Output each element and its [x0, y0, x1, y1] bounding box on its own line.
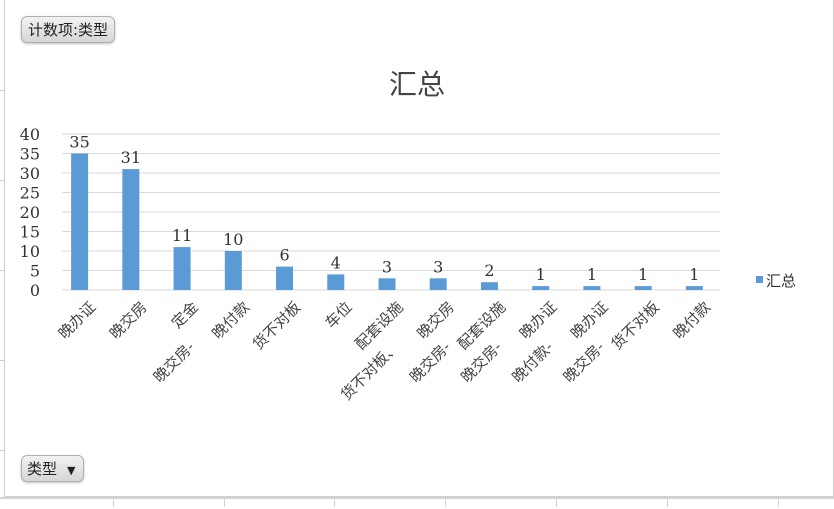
column-line: [334, 499, 335, 507]
dropdown-arrow-icon[interactable]: ▼: [67, 464, 76, 477]
y-tick-label: 5: [30, 262, 40, 281]
x-tick-label: 晚交房-: [150, 338, 198, 386]
bar: [327, 274, 345, 290]
y-tick-label: 15: [20, 223, 40, 242]
x-tick-label: 货不对板: [608, 298, 663, 353]
x-tick-label: 晚交房-: [560, 338, 608, 386]
bar: [583, 286, 601, 290]
row-tick: [0, 360, 4, 361]
bar: [173, 247, 191, 290]
bar: [378, 278, 396, 290]
y-tick-label: 40: [20, 125, 40, 144]
data-label: 6: [279, 246, 289, 265]
y-tick-label: 10: [20, 242, 40, 261]
legend-label: 汇总: [766, 272, 796, 290]
data-label: 1: [536, 265, 546, 284]
data-label: 35: [69, 133, 89, 152]
column-line: [224, 499, 225, 507]
column-line: [778, 499, 779, 507]
column-line: [445, 499, 446, 507]
x-tick-label: 晚办证: [567, 298, 612, 343]
bar: [634, 286, 652, 290]
bar: [276, 266, 294, 290]
data-label: 2: [484, 261, 494, 280]
x-tick-label: 货不对板、: [337, 338, 403, 404]
data-label: 1: [689, 265, 699, 284]
x-tick-label: 晚付款-: [509, 338, 557, 386]
data-label: 31: [121, 148, 141, 167]
x-tick-label: 晚交房-: [406, 338, 454, 386]
x-tick-label: 车位: [322, 298, 356, 332]
axis-field-button[interactable]: 类型 ▼: [21, 455, 85, 482]
data-label: 1: [587, 265, 597, 284]
row-tick: [0, 270, 4, 271]
chart-title: 汇总: [389, 68, 445, 101]
bar: [71, 153, 89, 290]
y-tick-label: 35: [20, 145, 40, 164]
y-tick-label: 0: [30, 281, 40, 300]
axis-field-label: 类型: [27, 460, 58, 478]
bar: [480, 282, 498, 290]
x-tick-label: 晚交房: [413, 298, 458, 343]
bar: [122, 169, 140, 290]
legend-swatch: [756, 276, 763, 283]
data-label: 3: [382, 257, 392, 276]
column-line: [113, 499, 114, 507]
x-tick-label: 晚办证: [516, 298, 561, 343]
data-label: 3: [433, 257, 443, 276]
y-tick-label: 20: [20, 203, 40, 222]
row-tick: [0, 180, 4, 181]
data-label: 10: [223, 230, 243, 249]
y-tick-label: 30: [20, 164, 40, 183]
sheet-grid: [0, 497, 834, 509]
x-tick-label: 配套设施: [352, 298, 407, 353]
value-field-label: 计数项:类型: [28, 21, 109, 39]
bar: [429, 278, 447, 290]
data-label: 11: [172, 226, 192, 245]
bar: [532, 286, 550, 290]
data-label: 4: [331, 253, 341, 272]
x-tick-label: 晚付款: [670, 298, 715, 343]
x-tick-label: 货不对板: [249, 298, 304, 353]
x-tick-label: 配套设施: [454, 298, 509, 353]
column-line: [667, 499, 668, 507]
x-tick-label: 晚交房: [106, 298, 151, 343]
data-label: 1: [638, 265, 648, 284]
value-field-button[interactable]: 计数项:类型: [21, 16, 116, 43]
row-tick: [0, 450, 4, 451]
bar: [224, 251, 242, 290]
bar: [685, 286, 703, 290]
x-tick-label: 晚办证: [55, 298, 100, 343]
x-tick-label: 晚付款: [208, 298, 253, 343]
column-line: [556, 499, 557, 507]
row-tick: [0, 90, 4, 91]
chart-frame: [4, 0, 834, 497]
y-tick-label: 25: [20, 184, 40, 203]
x-tick-label: 定金: [168, 298, 202, 332]
